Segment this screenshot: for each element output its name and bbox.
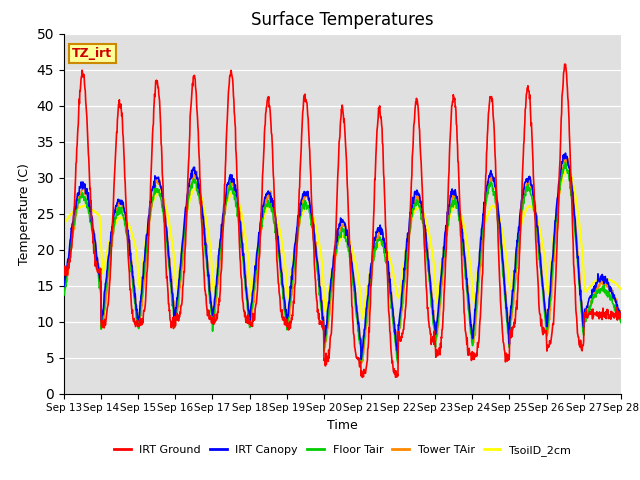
Legend: IRT Ground, IRT Canopy, Floor Tair, Tower TAir, TsoilD_2cm: IRT Ground, IRT Canopy, Floor Tair, Towe… xyxy=(109,440,575,460)
X-axis label: Time: Time xyxy=(327,419,358,432)
Text: TZ_irt: TZ_irt xyxy=(72,47,113,60)
Title: Surface Temperatures: Surface Temperatures xyxy=(251,11,434,29)
Y-axis label: Temperature (C): Temperature (C) xyxy=(18,163,31,264)
